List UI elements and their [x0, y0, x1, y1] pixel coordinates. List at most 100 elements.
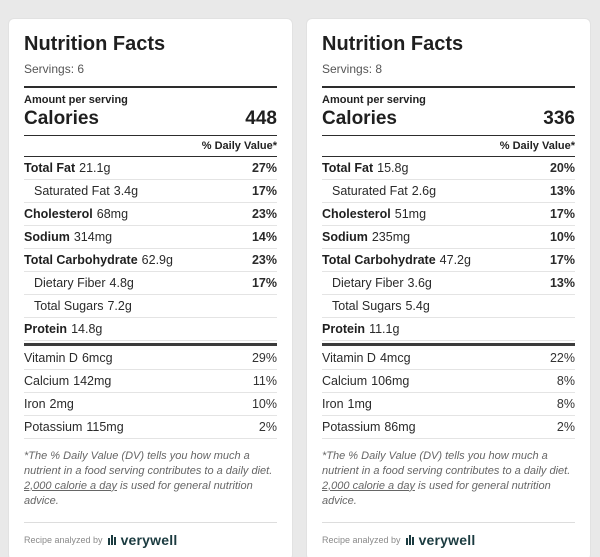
nutrient-amount: 4.8g [109, 276, 134, 290]
daily-value-header: % Daily Value* [24, 136, 277, 157]
nutrient-label: Dietary Fiber 4.8g [34, 276, 134, 290]
nutrient-label: Sodium 314mg [24, 230, 112, 244]
nutrient-name: Vitamin D [322, 351, 376, 365]
section-divider [24, 343, 277, 346]
nutrient-row: Sodium 235mg 10% [322, 226, 575, 249]
nutrient-label: Iron 2mg [24, 397, 74, 411]
nutrient-name: Iron [322, 397, 344, 411]
nutrient-rows: Total Fat 15.8g 20% Saturated Fat 2.6g 13%… [322, 157, 575, 341]
verywell-brand-wordmark[interactable]: verywell [418, 532, 476, 549]
nutrient-amount: 6mcg [81, 351, 113, 365]
nutrient-row: Total Carbohydrate 62.9g 23% [24, 249, 277, 272]
analyzed-by-label: Recipe analyzed by [322, 535, 401, 546]
nutrient-amount: 86mg [384, 420, 416, 434]
nutrient-daily-value: 11% [252, 374, 277, 388]
nutrient-daily-value: 13% [549, 184, 575, 198]
nutrient-amount: 3.6g [407, 276, 432, 290]
nutrient-label: Vitamin D 4mcg [322, 351, 411, 365]
nutrient-name: Protein [322, 322, 366, 336]
nutrient-name: Total Sugars [332, 299, 402, 313]
nutrient-name: Potassium [322, 420, 381, 434]
nutrient-daily-value: 23% [251, 253, 277, 267]
nutrient-amount: 51mg [394, 207, 427, 221]
nutrient-row: Saturated Fat 2.6g 13% [322, 180, 575, 203]
nutrient-daily-value: 2% [556, 420, 575, 434]
nutrient-daily-value: 27% [251, 161, 277, 175]
nutrient-daily-value: 17% [549, 207, 575, 221]
servings-label: Servings: 6 [24, 62, 85, 76]
calories-row: Calories 336 [322, 106, 575, 136]
nutrient-daily-value: 8% [556, 374, 575, 388]
nutrient-label: Potassium 86mg [322, 420, 416, 434]
nutrient-name: Calcium [322, 374, 368, 388]
nutrient-daily-value: 29% [251, 351, 277, 365]
nutrient-label: Calcium 106mg [322, 374, 409, 388]
nutrient-name: Dietary Fiber [34, 276, 106, 290]
footnote-text: *The % Daily Value (DV) tells you how mu… [24, 450, 273, 477]
nutrient-label: Total Carbohydrate 62.9g [24, 253, 173, 267]
nutrient-row: Dietary Fiber 3.6g 13% [322, 272, 575, 295]
calories-label: Calories [24, 108, 99, 129]
nutrient-amount: 314mg [73, 230, 113, 244]
amount-per-serving-label: Amount per serving [322, 94, 426, 106]
amount-per-serving-label: Amount per serving [24, 94, 128, 106]
label-footer: Recipe analyzed by verywell [24, 522, 277, 548]
nutrient-name: Saturated Fat [332, 184, 408, 198]
footnote-text: *The % Daily Value (DV) tells you how mu… [322, 450, 571, 477]
daily-value-header: % Daily Value* [322, 136, 575, 157]
nutrient-name: Calcium [24, 374, 70, 388]
nutrient-label: Total Sugars 7.2g [34, 299, 132, 313]
analyzed-by-label: Recipe analyzed by [24, 535, 103, 546]
nutrient-name: Vitamin D [24, 351, 78, 365]
calories-value: 336 [543, 108, 575, 129]
footnote-text: is used for general nutrition advice. [24, 479, 253, 507]
nutrient-row: Vitamin D 4mcg 22% [322, 347, 575, 370]
verywell-logo-icon [405, 535, 414, 546]
nutrient-daily-value: 2% [258, 420, 277, 434]
nutrient-label: Potassium 115mg [24, 420, 124, 434]
nutrient-row: Potassium 115mg 2% [24, 416, 277, 439]
nutrient-row: Total Carbohydrate 47.2g 17% [322, 249, 575, 272]
nutrient-label: Saturated Fat 2.6g [332, 184, 436, 198]
nutrition-label-card-1: Nutrition Facts Servings: 6 Amount per s… [8, 18, 293, 557]
nutrient-row: Total Sugars 7.2g [24, 295, 277, 318]
nutrient-row: Sodium 314mg 14% [24, 226, 277, 249]
calories-label: Calories [322, 108, 397, 129]
nutrient-amount: 11.1g [369, 322, 400, 336]
vitamin-rows: Vitamin D 6mcg 29% Calcium 142mg 11% Iron 2… [24, 347, 277, 439]
nutrient-label: Cholesterol 51mg [322, 207, 426, 221]
daily-value-footnote: *The % Daily Value (DV) tells you how mu… [24, 439, 277, 512]
nutrient-label: Vitamin D 6mcg [24, 351, 113, 365]
calorie-advice-link[interactable]: 2,000 calorie a day [24, 479, 117, 492]
nutrient-amount: 3.4g [113, 184, 139, 198]
nutrient-daily-value: 22% [549, 351, 575, 365]
nutrient-label: Iron 1mg [322, 397, 372, 411]
nutrient-daily-value: 14% [251, 230, 277, 244]
servings-label: Servings: 8 [322, 62, 383, 76]
nutrient-row: Total Fat 21.1g 27% [24, 157, 277, 180]
calorie-advice-link[interactable]: 2,000 calorie a day [322, 479, 415, 492]
nutrient-label: Protein 11.1g [322, 322, 399, 336]
nutrient-daily-value: 8% [556, 397, 575, 411]
nutrient-amount: 47.2g [439, 253, 471, 267]
nutrient-daily-value: 23% [251, 207, 277, 221]
nutrient-label: Sodium 235mg [322, 230, 410, 244]
verywell-brand-wordmark[interactable]: verywell [120, 532, 178, 549]
nutrient-label: Saturated Fat 3.4g [34, 184, 138, 198]
nutrition-facts-title: Nutrition Facts [322, 33, 464, 55]
nutrient-row: Iron 1mg 8% [322, 393, 575, 416]
nutrient-amount: 7.2g [107, 299, 132, 313]
nutrient-name: Potassium [24, 420, 83, 434]
nutrient-daily-value: 17% [549, 253, 575, 267]
nutrient-daily-value: 17% [251, 276, 277, 290]
nutrient-name: Dietary Fiber [332, 276, 404, 290]
nutrient-row: Dietary Fiber 4.8g 17% [24, 272, 277, 295]
nutrient-label: Total Carbohydrate 47.2g [322, 253, 471, 267]
nutrient-row: Saturated Fat 3.4g 17% [24, 180, 277, 203]
nutrient-amount: 15.8g [377, 161, 409, 175]
vitamin-rows: Vitamin D 4mcg 22% Calcium 106mg 8% Iron 1m… [322, 347, 575, 439]
nutrient-label: Total Fat 15.8g [322, 161, 408, 175]
nutrient-name: Sodium [322, 230, 368, 244]
nutrient-amount: 142mg [73, 374, 112, 388]
nutrient-amount: 14.8g [71, 322, 103, 336]
